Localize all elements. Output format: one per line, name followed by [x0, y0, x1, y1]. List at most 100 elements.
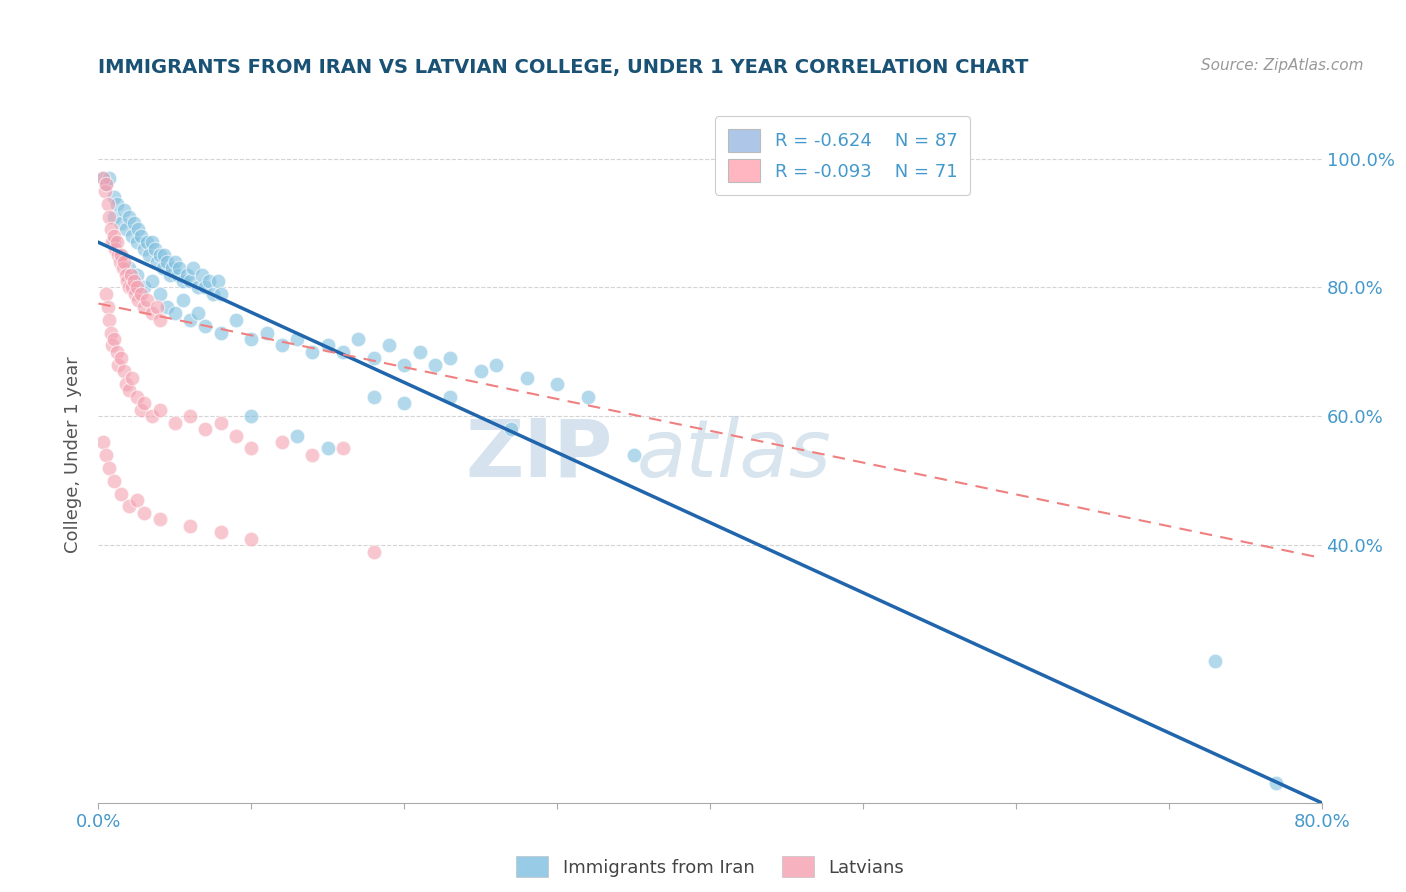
Point	[105, 344, 128, 359]
Point	[91, 170, 114, 185]
Point	[240, 409, 263, 424]
Legend: Immigrants from Iran, Latvians: Immigrants from Iran, Latvians	[509, 849, 911, 884]
Point	[112, 364, 135, 378]
Point	[134, 300, 156, 314]
Point	[110, 248, 132, 262]
Point	[129, 228, 152, 243]
Point	[104, 242, 127, 256]
Point	[160, 261, 183, 276]
Point	[240, 442, 263, 456]
Point	[149, 248, 172, 262]
Point	[125, 280, 148, 294]
Point	[501, 422, 523, 436]
Point	[125, 268, 148, 282]
Point	[136, 293, 159, 308]
Point	[117, 274, 139, 288]
Point	[332, 344, 354, 359]
Point	[122, 216, 145, 230]
Point	[118, 280, 141, 294]
Point	[167, 268, 190, 282]
Point	[127, 222, 149, 236]
Point	[623, 448, 645, 462]
Point	[439, 351, 461, 366]
Point	[141, 274, 163, 288]
Point	[179, 409, 201, 424]
Point	[122, 274, 145, 288]
Point	[172, 274, 194, 288]
Point	[127, 293, 149, 308]
Point	[285, 428, 308, 442]
Point	[363, 390, 385, 404]
Point	[145, 300, 167, 314]
Point	[112, 254, 135, 268]
Point	[301, 344, 323, 359]
Point	[100, 222, 122, 236]
Point	[153, 248, 176, 262]
Point	[156, 300, 179, 314]
Point	[108, 254, 131, 268]
Point	[152, 261, 174, 276]
Point	[179, 312, 201, 326]
Point	[134, 506, 156, 520]
Point	[149, 512, 172, 526]
Point	[576, 390, 599, 404]
Point	[172, 293, 194, 308]
Point	[134, 396, 156, 410]
Point	[301, 448, 323, 462]
Point	[107, 248, 129, 262]
Point	[149, 402, 172, 417]
Y-axis label: College, Under 1 year: College, Under 1 year	[65, 357, 83, 553]
Point	[163, 416, 186, 430]
Point	[191, 268, 214, 282]
Point	[118, 384, 141, 398]
Point	[194, 280, 217, 294]
Point	[485, 358, 508, 372]
Point	[115, 377, 138, 392]
Point	[129, 402, 152, 417]
Point	[194, 422, 217, 436]
Point	[98, 210, 121, 224]
Point	[240, 532, 263, 546]
Point	[546, 377, 568, 392]
Point	[110, 248, 132, 262]
Point	[363, 351, 385, 366]
Point	[121, 280, 143, 294]
Point	[98, 170, 121, 185]
Text: ZIP: ZIP	[465, 416, 612, 494]
Point	[194, 319, 217, 334]
Point	[103, 228, 125, 243]
Point	[98, 312, 121, 326]
Point	[270, 338, 292, 352]
Point	[169, 261, 191, 276]
Point	[197, 274, 219, 288]
Point	[187, 280, 209, 294]
Point	[209, 326, 232, 340]
Point	[101, 338, 124, 352]
Point	[209, 525, 232, 540]
Point	[118, 500, 141, 514]
Point	[125, 493, 148, 508]
Text: Source: ZipAtlas.com: Source: ZipAtlas.com	[1201, 58, 1364, 73]
Point	[97, 196, 120, 211]
Point	[97, 300, 120, 314]
Point	[121, 228, 143, 243]
Point	[179, 274, 201, 288]
Point	[316, 338, 339, 352]
Point	[408, 344, 430, 359]
Point	[470, 364, 492, 378]
Point	[110, 351, 132, 366]
Text: atlas: atlas	[637, 416, 831, 494]
Point	[110, 486, 132, 500]
Point	[143, 242, 166, 256]
Point	[332, 442, 354, 456]
Point	[240, 332, 263, 346]
Point	[94, 178, 117, 192]
Point	[209, 416, 232, 430]
Point	[125, 390, 148, 404]
Point	[91, 170, 114, 185]
Point	[115, 268, 138, 282]
Point	[93, 184, 115, 198]
Point	[156, 254, 179, 268]
Point	[111, 261, 134, 276]
Point	[121, 370, 143, 384]
